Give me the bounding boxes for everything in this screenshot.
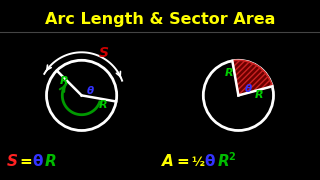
Text: R: R bbox=[45, 154, 57, 170]
Text: R: R bbox=[255, 90, 263, 100]
Text: R: R bbox=[98, 100, 107, 110]
Text: θ: θ bbox=[205, 154, 215, 170]
Text: A: A bbox=[162, 154, 174, 170]
Text: θ: θ bbox=[87, 86, 94, 96]
Text: =: = bbox=[20, 154, 32, 170]
Text: θ: θ bbox=[33, 154, 43, 170]
Text: Arc Length & Sector Area: Arc Length & Sector Area bbox=[45, 12, 275, 27]
Text: R: R bbox=[218, 154, 230, 170]
Text: =: = bbox=[177, 154, 189, 170]
Text: ½: ½ bbox=[191, 156, 204, 168]
Text: R: R bbox=[60, 76, 68, 86]
Text: S: S bbox=[6, 154, 18, 170]
Text: S: S bbox=[99, 46, 109, 60]
Text: θ: θ bbox=[245, 84, 252, 94]
Text: R: R bbox=[225, 68, 233, 78]
Text: 2: 2 bbox=[228, 152, 236, 162]
Wedge shape bbox=[232, 60, 272, 95]
